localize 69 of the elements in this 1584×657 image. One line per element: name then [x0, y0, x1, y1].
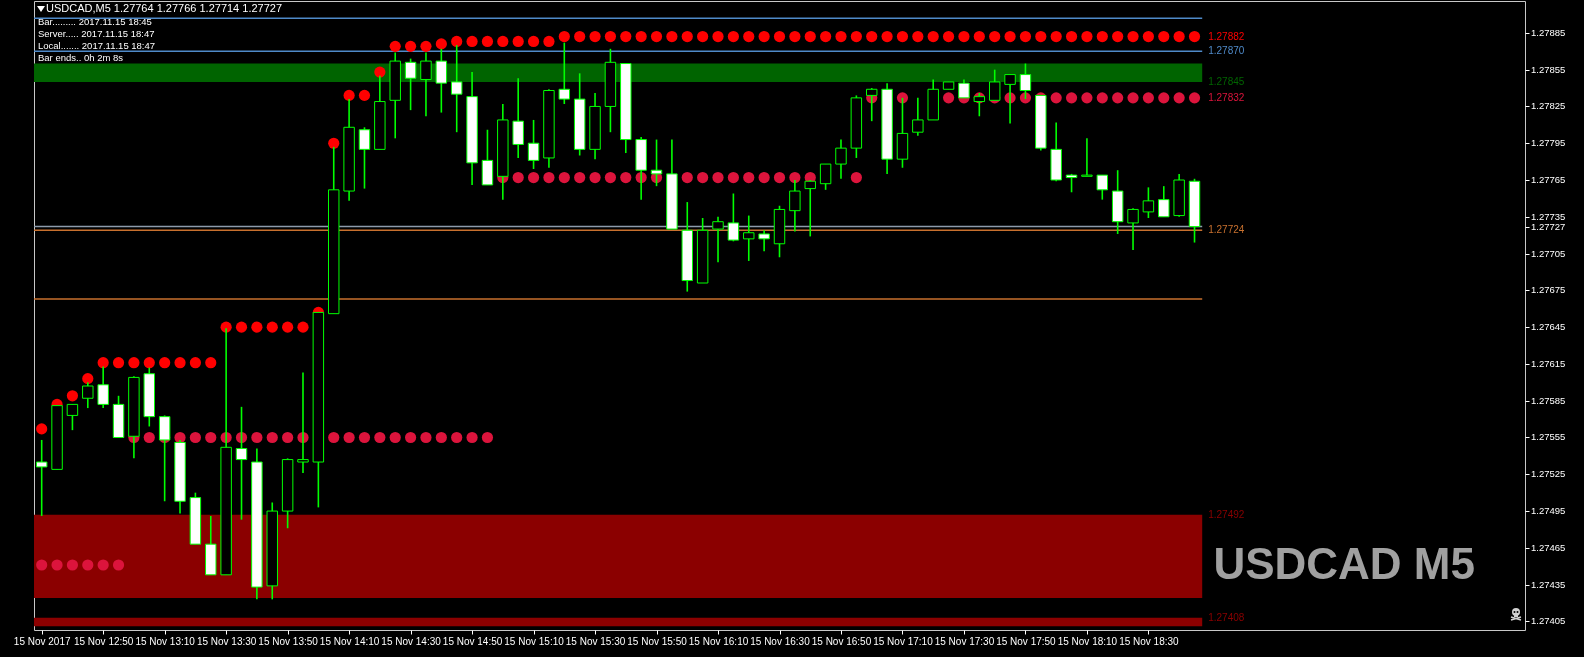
x-tick-label: 15 Nov 13:30 — [196, 635, 257, 647]
chart-title: USDCAD,M5 1.27764 1.27766 1.27714 1.27727 — [46, 2, 283, 14]
y-tick-label: 1.27855 — [1531, 63, 1566, 75]
y-tick-label: 1.27615 — [1531, 357, 1566, 369]
candlestick — [712, 216, 724, 263]
y-tick-label: 1.27495 — [1531, 505, 1566, 517]
ref-line-label: 1.27870 — [1208, 45, 1245, 57]
y-tick-label: 1.27735 — [1531, 210, 1566, 222]
y-tick-label: 1.27465 — [1531, 541, 1566, 553]
candlestick — [1142, 186, 1155, 219]
y-tick-label: 1.27727 — [1531, 220, 1566, 232]
y-tick-label: 1.27825 — [1531, 100, 1566, 112]
candlestick — [420, 51, 432, 118]
candlestick — [1096, 174, 1109, 201]
candlestick — [743, 214, 755, 262]
candlestick — [358, 126, 371, 190]
y-tick-label: 1.27435 — [1531, 578, 1566, 590]
annotation: Server..... 2017.11.15 18:47 — [38, 28, 155, 39]
x-tick-label: 15 Nov 17:50 — [996, 635, 1057, 647]
x-tick-label: 15 Nov 13:10 — [135, 635, 196, 647]
y-tick-label: 1.27765 — [1531, 174, 1566, 186]
x-tick-label: 15 Nov 12:50 — [73, 635, 134, 647]
x-tick-label: 15 Nov 18:30 — [1119, 635, 1180, 647]
y-tick-label: 1.27525 — [1531, 468, 1566, 480]
candlestick — [912, 97, 924, 137]
band-label: 1.27845 — [1208, 75, 1245, 87]
y-tick-label: 1.27405 — [1531, 615, 1566, 627]
x-tick-label: 15 Nov 15:30 — [565, 635, 626, 647]
x-tick-label: 15 Nov 2017 — [13, 635, 71, 647]
y-tick-label: 1.27645 — [1531, 321, 1566, 333]
x-tick-label: 15 Nov 15:10 — [504, 635, 565, 647]
candlestick — [35, 439, 48, 517]
candlestick — [512, 77, 524, 159]
candlestick — [835, 138, 847, 180]
y-tick-label: 1.27885 — [1531, 26, 1566, 38]
series-label: 1.27882 — [1208, 30, 1245, 42]
y-tick-label: 1.27585 — [1531, 394, 1566, 406]
x-tick-label: 15 Nov 16:10 — [688, 635, 749, 647]
band-label: 1.27408 — [1208, 611, 1245, 623]
candlestick — [1081, 137, 1093, 178]
y-tick-label: 1.27705 — [1531, 247, 1566, 259]
x-tick-label: 15 Nov 14:10 — [319, 635, 380, 647]
candlestick — [404, 57, 417, 111]
x-tick-label: 15 Nov 16:50 — [811, 635, 872, 647]
x-tick-label: 15 Nov 14:50 — [442, 635, 503, 647]
annotation: Local....... 2017.11.15 18:47 — [38, 40, 156, 51]
candlestick — [758, 229, 770, 252]
x-tick-label: 15 Nov 17:30 — [934, 635, 995, 647]
candlestick — [1127, 207, 1139, 251]
x-tick-label: 15 Nov 14:30 — [381, 635, 442, 647]
x-tick-label: 15 Nov 17:10 — [873, 635, 934, 647]
y-tick-label: 1.27795 — [1531, 137, 1566, 149]
candlestick — [819, 163, 832, 191]
x-tick-label: 15 Nov 16:30 — [750, 635, 811, 647]
annotation: Bar......... 2017.11.15 18:45 — [38, 16, 152, 27]
candlestick — [1158, 185, 1170, 218]
x-tick-label: 15 Nov 18:10 — [1057, 635, 1118, 647]
series-label: 1.27832 — [1208, 91, 1245, 103]
candlestick — [527, 119, 540, 170]
x-tick-label: 15 Nov 15:50 — [627, 635, 688, 647]
ref-line-label: 1.27724 — [1208, 224, 1245, 236]
candlestick — [727, 192, 740, 243]
band-label: 1.27492 — [1208, 508, 1245, 520]
x-tick-label: 15 Nov 13:50 — [258, 635, 319, 647]
annotation: Bar ends.. 0h 2m 8s — [38, 52, 124, 63]
y-tick-label: 1.27555 — [1531, 431, 1566, 443]
y-tick-label: 1.27675 — [1531, 284, 1566, 296]
candlestick — [66, 403, 79, 431]
text: USDCAD M5 — [1213, 539, 1475, 588]
